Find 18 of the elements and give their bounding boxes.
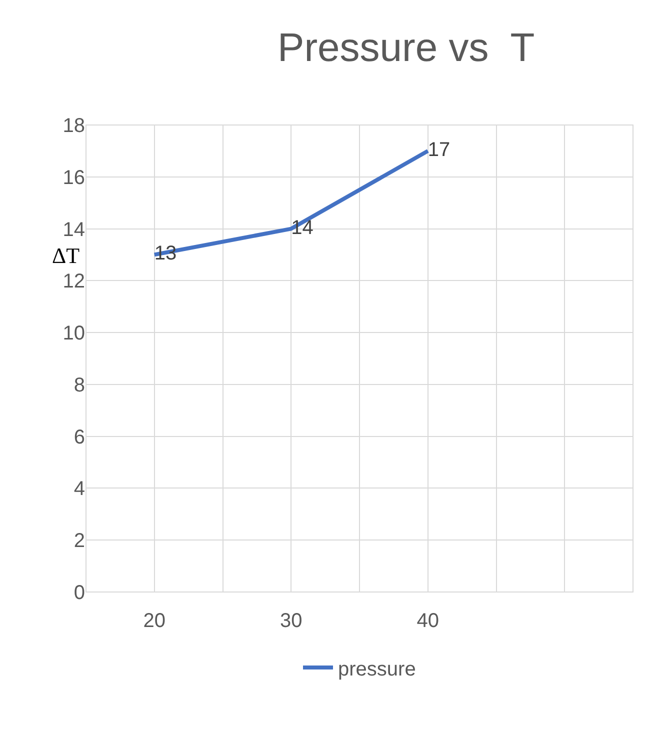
x-tick-label: 40 — [416, 610, 440, 632]
y-tick-label: 12 — [62, 270, 85, 293]
y-tick-label: 0 — [74, 582, 85, 604]
y-axis-title: ΔT — [52, 243, 80, 268]
x-tick-label: 30 — [280, 610, 302, 632]
legend-label: pressure — [338, 658, 416, 680]
y-tick-label: 2 — [74, 530, 85, 552]
data-label: 17 — [428, 138, 450, 161]
data-label: 14 — [291, 216, 314, 239]
y-tick-label: 14 — [62, 218, 85, 241]
y-tick-label: 18 — [62, 115, 85, 137]
x-tick-label: 20 — [143, 610, 166, 632]
y-tick-label: 16 — [62, 166, 85, 189]
y-tick-label: 6 — [74, 426, 85, 448]
chart-title: Pressure vs T — [278, 26, 535, 70]
y-tick-label: 4 — [74, 478, 85, 500]
y-tick-label: 8 — [74, 374, 85, 396]
y-tick-label: 10 — [62, 322, 85, 345]
